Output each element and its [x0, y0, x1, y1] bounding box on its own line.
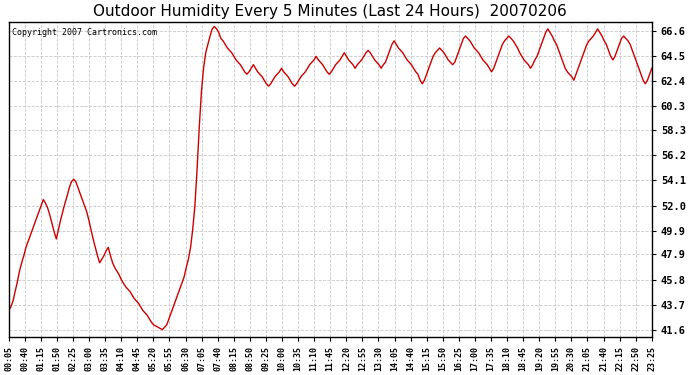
Title: Outdoor Humidity Every 5 Minutes (Last 24 Hours)  20070206: Outdoor Humidity Every 5 Minutes (Last 2…: [93, 4, 567, 19]
Text: Copyright 2007 Cartronics.com: Copyright 2007 Cartronics.com: [12, 28, 157, 37]
